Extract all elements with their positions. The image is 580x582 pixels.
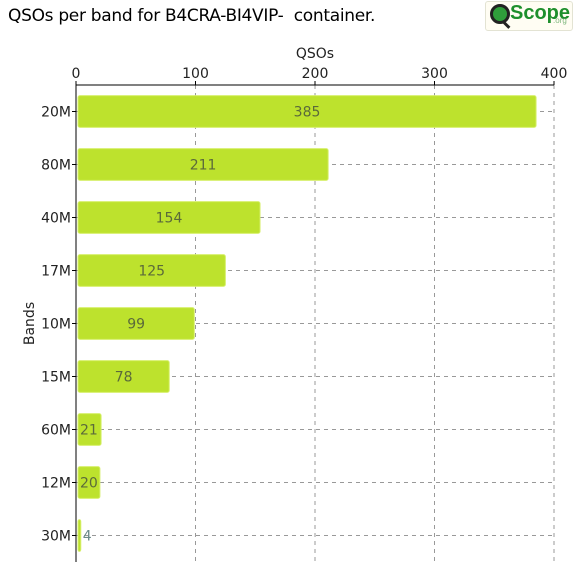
bar <box>77 519 82 552</box>
qscope-logo: Scope .org <box>485 1 573 31</box>
y-tick-label: 15M <box>41 370 71 386</box>
x-axis-label: QSOs <box>296 46 334 62</box>
x-tick-label: 400 <box>541 66 568 82</box>
y-axis-label: Bands <box>22 302 38 345</box>
bar-value-label: 385 <box>294 105 321 121</box>
y-tick-label: 40M <box>41 211 71 227</box>
x-tick-label: 200 <box>302 66 329 82</box>
bar-value-label: 4 <box>83 529 92 545</box>
x-tick-label: 0 <box>72 66 81 82</box>
bar-value-label: 99 <box>127 317 145 333</box>
bar-value-label: 21 <box>80 423 98 439</box>
x-tick-label: 100 <box>182 66 209 82</box>
magnifier-icon <box>490 4 510 24</box>
bar-value-label: 125 <box>138 264 165 280</box>
y-tick-label: 60M <box>41 423 71 439</box>
bar <box>77 148 329 181</box>
bar <box>77 254 226 287</box>
logo-wordmark: Scope <box>510 2 571 24</box>
y-tick-label: 12M <box>41 476 71 492</box>
y-tick-label: 10M <box>41 317 71 333</box>
logo-suffix: .org <box>553 16 567 25</box>
chart-title: QSOs per band for B4CRA-BI4VIP- containe… <box>8 6 376 26</box>
bar <box>77 95 537 128</box>
y-tick-label: 30M <box>41 529 71 545</box>
bar <box>77 413 102 446</box>
bar <box>77 307 195 340</box>
bar <box>77 466 101 499</box>
x-tick-label: 300 <box>421 66 448 82</box>
bar-value-label: 20 <box>80 476 98 492</box>
bar <box>77 360 170 393</box>
bar <box>77 201 261 234</box>
bar-value-label: 154 <box>156 211 183 227</box>
bar-value-label: 78 <box>115 370 133 386</box>
y-tick-label: 20M <box>41 105 71 121</box>
y-tick-label: 80M <box>41 158 71 174</box>
bar-value-label: 211 <box>190 158 217 174</box>
y-tick-label: 17M <box>41 264 71 280</box>
